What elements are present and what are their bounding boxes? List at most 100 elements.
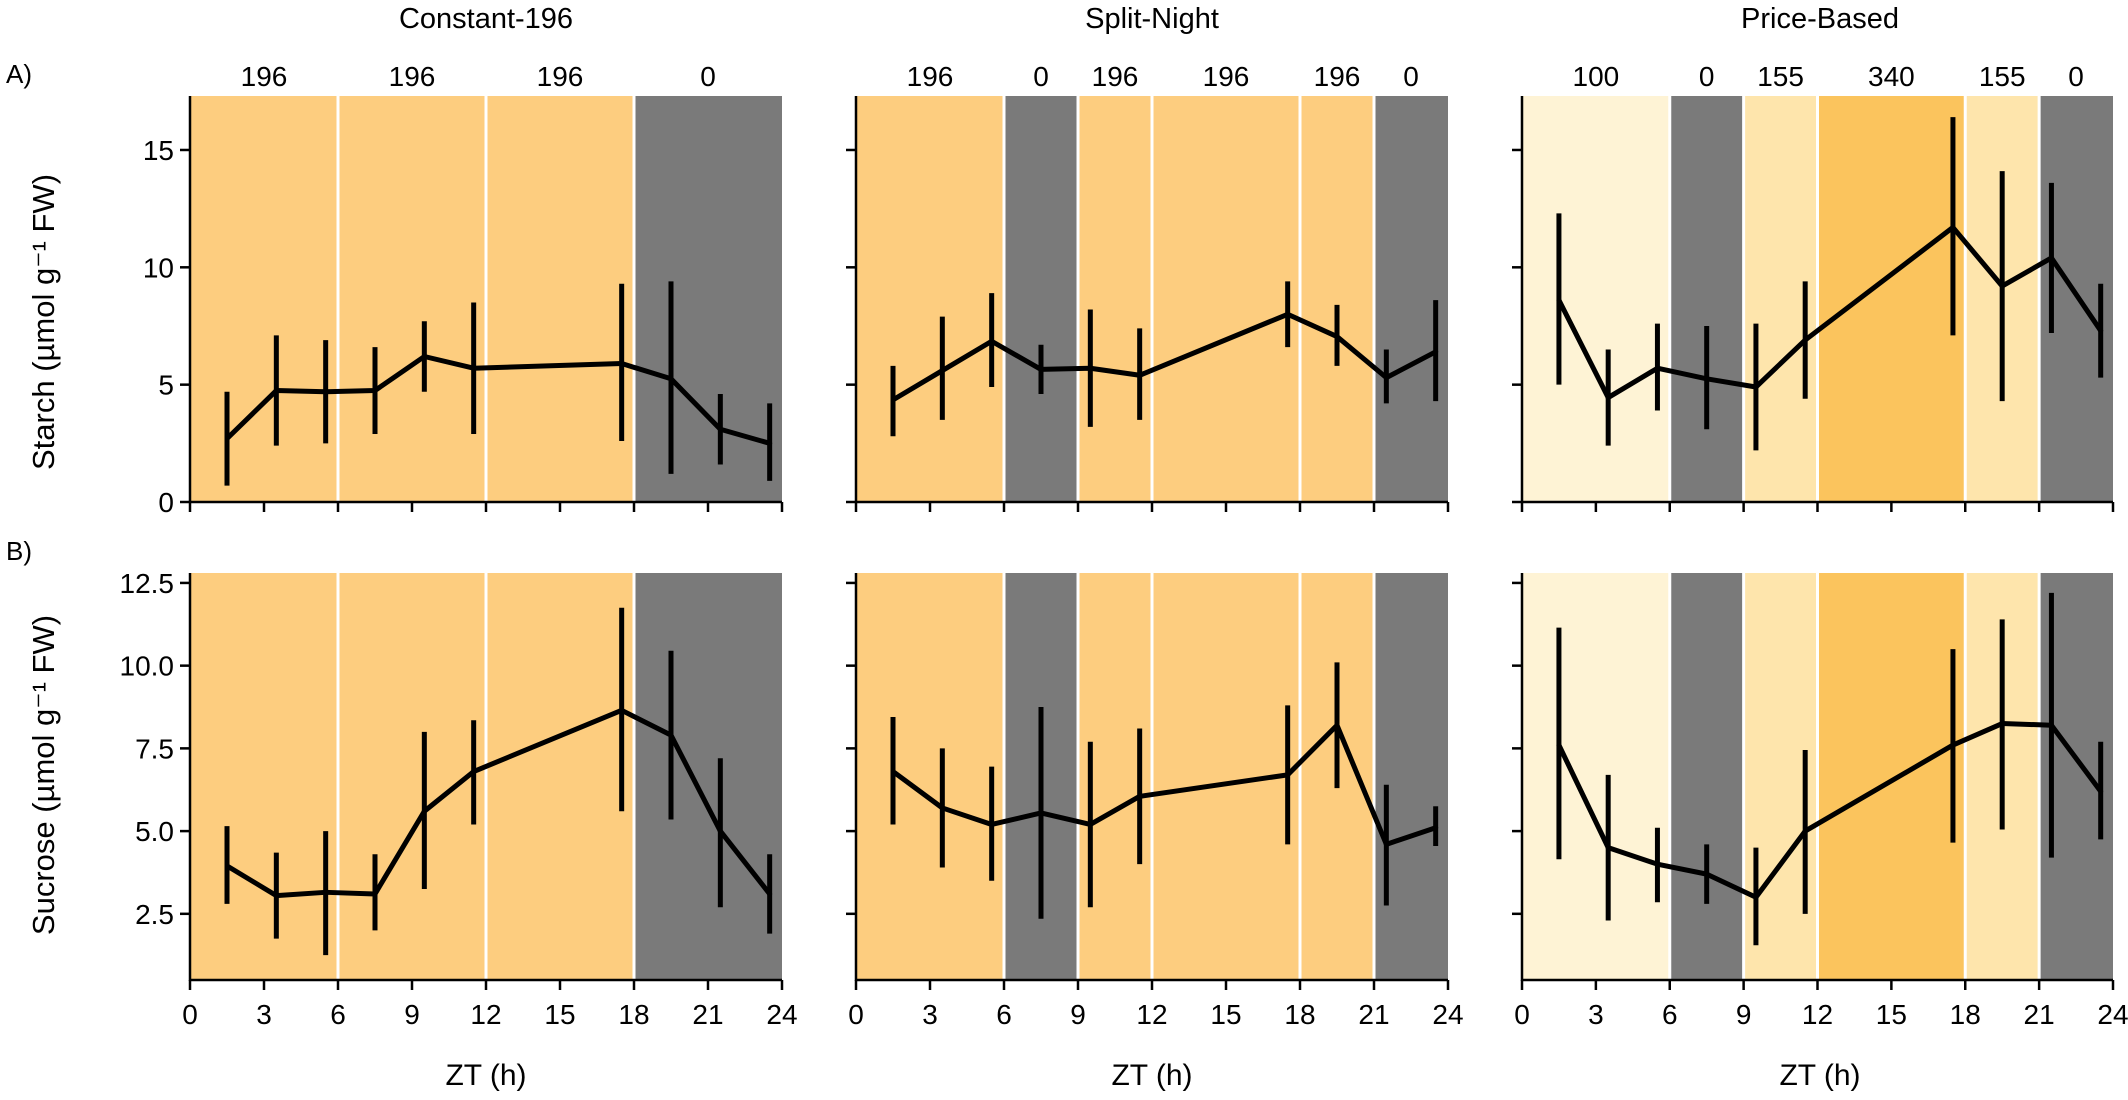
data-point-5 [471,769,477,775]
data-point-6 [619,707,625,713]
light-band-5 [1374,573,1448,980]
y-tick-label-2: 7.5 [135,733,174,764]
intensity-label-3: 0 [700,61,716,92]
x-tick-label-0: 0 [182,999,198,1030]
data-point-2 [989,821,995,827]
data-point-2 [1654,861,1660,867]
data-point-9 [1433,349,1439,355]
x-tick-label-1: 3 [922,999,938,1030]
y-tick-label-0: 2.5 [135,899,174,930]
series-line-0 [1556,721,2103,900]
data-point-4 [1753,894,1759,900]
data-point-2 [1654,365,1660,371]
data-point-5 [1137,793,1143,799]
y-tick-label-2: 10 [143,252,174,283]
data-point-5 [471,365,477,371]
row-label-b: B) [6,536,32,566]
data-point-0 [224,436,230,442]
light-band-1 [1004,96,1078,502]
light-band-1 [1669,573,1744,980]
data-point-0 [224,863,230,869]
intensity-label-4: 196 [1314,61,1361,92]
data-point-5 [1802,337,1808,343]
x-tick-label-2: 6 [330,999,346,1030]
intensity-label-1: 196 [389,61,436,92]
light-band-2 [1078,96,1152,502]
data-point-6 [1950,224,1956,230]
x-tick-label-4: 12 [470,999,501,1030]
intensity-label-2: 196 [1092,61,1139,92]
panel-sucrose-price-based: 0 3 6 9 12 15 18 21 24 [1512,573,2128,1030]
column-title-constant-196: Constant-196 [399,3,573,35]
data-point-2 [323,889,329,895]
data-point-8 [2048,255,2054,261]
data-point-6 [1285,772,1291,778]
panel-starch-constant-196: 196 196 196 0 0 5 10 15 [143,61,784,518]
data-point-7 [1334,334,1340,340]
data-point-8 [717,828,723,834]
data-point-0 [1556,297,1562,303]
y-tick-label-4: 12.5 [120,568,175,599]
x-tick-label-5: 15 [1210,999,1241,1030]
data-point-0 [890,769,896,775]
x-tick-label-1: 3 [256,999,272,1030]
intensity-label-4: 155 [1979,61,2026,92]
x-tick-label-6: 18 [1950,999,1981,1030]
data-point-6 [619,361,625,367]
light-band-0 [856,573,1004,980]
data-point-2 [989,338,995,344]
intensity-label-5: 0 [1403,61,1419,92]
y-tick-label-1: 5 [158,370,174,401]
intensity-label-0: 100 [1573,61,1620,92]
intensity-label-0: 196 [241,61,288,92]
data-point-1 [1605,845,1611,851]
x-tick-label-6: 18 [618,999,649,1030]
data-point-4 [421,353,427,359]
data-point-1 [939,368,945,374]
light-band-0 [1522,573,1670,980]
data-point-7 [1334,722,1340,728]
intensity-label-0: 196 [907,61,954,92]
intensity-label-2: 155 [1757,61,1804,92]
data-point-3 [1704,871,1710,877]
light-band-0 [190,96,338,502]
light-band-5 [1374,96,1448,502]
light-band-4 [1300,96,1374,502]
data-point-9 [767,440,773,446]
y-tick-label-1: 5.0 [135,816,174,847]
x-tick-label-7: 21 [1358,999,1389,1030]
x-tick-label-2: 6 [1662,999,1678,1030]
data-point-5 [1802,828,1808,834]
intensity-label-2: 196 [537,61,584,92]
data-point-8 [717,426,723,432]
data-point-1 [273,388,279,394]
light-band-1 [338,573,486,980]
light-band-2 [486,96,634,502]
xlabel-col-3: ZT (h) [1779,1059,1860,1092]
data-point-3 [372,891,378,897]
data-point-4 [1087,365,1093,371]
data-point-6 [1950,742,1956,748]
x-tick-label-3: 9 [1070,999,1086,1030]
xlabel-col-1: ZT (h) [445,1059,526,1092]
x-tick-label-3: 9 [404,999,420,1030]
data-point-7 [1999,721,2005,727]
y-tick-label-3: 15 [143,135,174,166]
data-point-3 [1704,376,1710,382]
data-point-5 [1137,372,1143,378]
data-point-3 [1038,810,1044,816]
data-point-9 [1433,825,1439,831]
data-point-4 [1087,821,1093,827]
data-point-9 [767,891,773,897]
data-point-3 [372,388,378,394]
light-band-3 [1817,96,1966,502]
ylabel-starch: Starch (µmol g⁻¹ FW) [26,174,61,470]
series-line-0 [891,311,1437,403]
y-tick-label-3: 10.0 [120,651,175,682]
panel-starch-price-based: 100 0 155 340 155 0 [1512,61,2115,512]
intensity-label-1: 0 [1699,61,1715,92]
series-line-0 [891,722,1437,847]
light-band-3 [1152,96,1300,502]
data-point-7 [1999,283,2005,289]
